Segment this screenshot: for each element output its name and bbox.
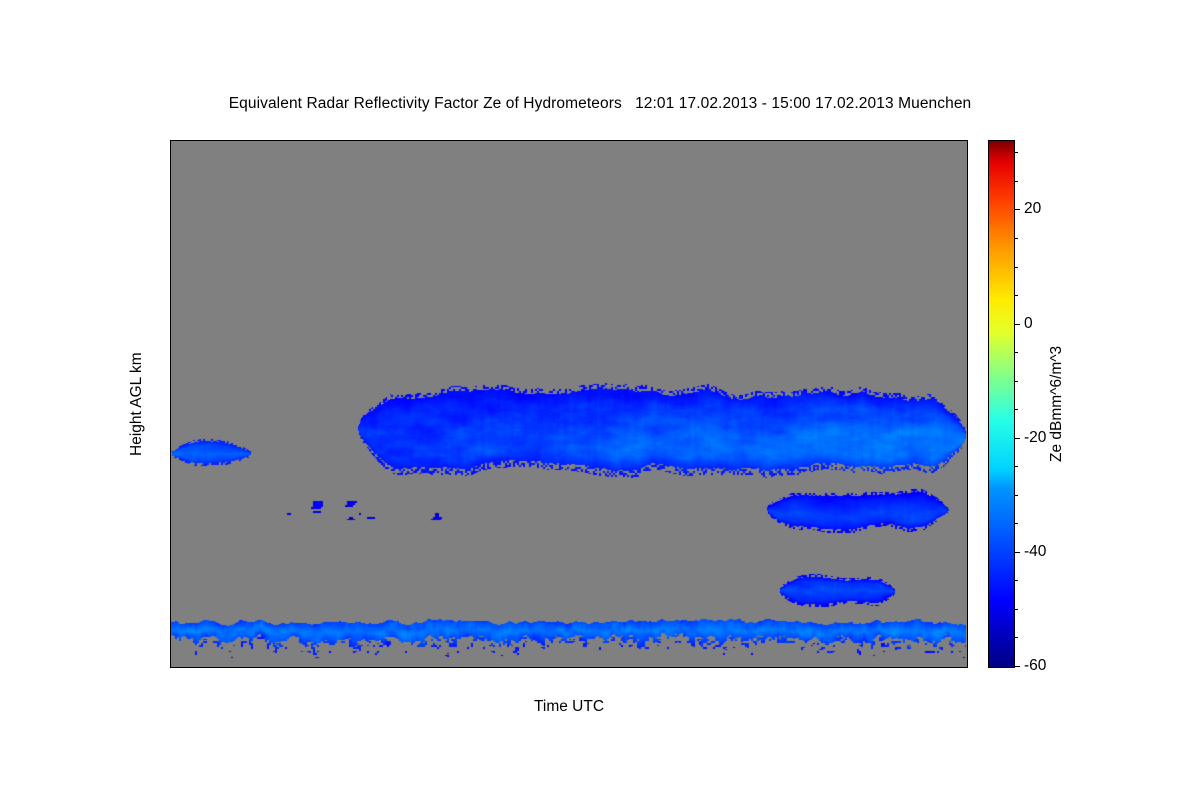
colorbar-tick-minor	[1014, 637, 1018, 639]
x-tick-minor	[486, 667, 487, 668]
x-tick-minor	[220, 667, 221, 668]
colorbar-title: Ze dBmm^6/m^3	[1048, 345, 1065, 462]
colorbar-tick-major	[1014, 323, 1020, 325]
x-tick-major	[300, 667, 301, 668]
x-tick-minor	[193, 667, 194, 668]
x-tick-minor	[646, 667, 647, 668]
x-tick-minor	[326, 667, 327, 668]
x-axis-ticks: 12:3013:0013:3014:0014:3015:00	[171, 141, 967, 667]
colorbar-tick-label: -40	[1024, 542, 1047, 560]
x-tick-minor	[726, 667, 727, 668]
x-tick-major	[566, 667, 567, 668]
colorbar-tick-label: -60	[1024, 657, 1047, 674]
chart-title-main: Equivalent Radar Reflectivity Factor Ze …	[228, 95, 622, 112]
chart-title-timerange: 12:01 17.02.2013 - 15:00 17.02.2013 Muen…	[635, 95, 972, 112]
x-tick-minor	[806, 667, 807, 668]
colorbar-tick-minor	[1014, 608, 1018, 610]
colorbar-tick-major	[1014, 209, 1020, 211]
x-tick-major	[833, 667, 834, 668]
x-tick-minor	[779, 667, 780, 668]
colorbar-tick-minor	[1014, 523, 1018, 525]
chart-title: Equivalent Radar Reflectivity Factor Ze …	[0, 95, 1200, 113]
colorbar-tick-label: 20	[1024, 200, 1042, 218]
x-tick-minor	[939, 667, 940, 668]
x-tick-minor	[513, 667, 514, 668]
plot-area: 246810 12:3013:0013:3014:0014:3015:00	[170, 140, 968, 668]
colorbar-gradient	[989, 141, 1014, 667]
x-tick-minor	[540, 667, 541, 668]
colorbar-tick-major	[1014, 666, 1020, 667]
colorbar-tick-minor	[1014, 580, 1018, 582]
x-tick-minor	[273, 667, 274, 668]
x-tick-minor	[247, 667, 248, 668]
x-tick-major	[700, 667, 701, 668]
colorbar: -60 -40 -20 0 20	[988, 140, 1046, 674]
x-tick-minor	[859, 667, 860, 668]
radar-heatmap-canvas	[171, 141, 966, 666]
x-tick-minor	[673, 667, 674, 668]
x-tick-minor	[620, 667, 621, 668]
x-tick-minor	[753, 667, 754, 668]
colorbar-tick-minor	[1014, 180, 1018, 182]
colorbar-tick-minor	[1014, 295, 1018, 297]
colorbar-tick-label: -20	[1024, 428, 1047, 446]
x-tick-minor	[406, 667, 407, 668]
y-axis-title: Height AGL km	[128, 352, 145, 456]
x-tick-minor	[380, 667, 381, 668]
x-tick-minor	[886, 667, 887, 668]
colorbar-tick-minor	[1014, 380, 1018, 382]
colorbar-tick-minor	[1014, 352, 1018, 354]
x-tick-minor	[460, 667, 461, 668]
colorbar-tick-label: 0	[1024, 314, 1033, 332]
x-axis-title: Time UTC	[533, 698, 605, 715]
colorbar-tick-minor	[1014, 494, 1018, 496]
x-tick-minor	[353, 667, 354, 668]
x-tick-minor	[593, 667, 594, 668]
colorbar-tick-major	[1014, 551, 1020, 553]
colorbar-tick-minor	[1014, 466, 1018, 468]
colorbar-tick-minor	[1014, 152, 1018, 154]
x-tick-major	[966, 667, 967, 668]
x-tick-major	[433, 667, 434, 668]
colorbar-tick-minor	[1014, 409, 1018, 411]
colorbar-tick-minor	[1014, 266, 1018, 268]
x-tick-minor	[913, 667, 914, 668]
colorbar-tick-minor	[1014, 238, 1018, 239]
colorbar-tick-major	[1014, 437, 1020, 439]
